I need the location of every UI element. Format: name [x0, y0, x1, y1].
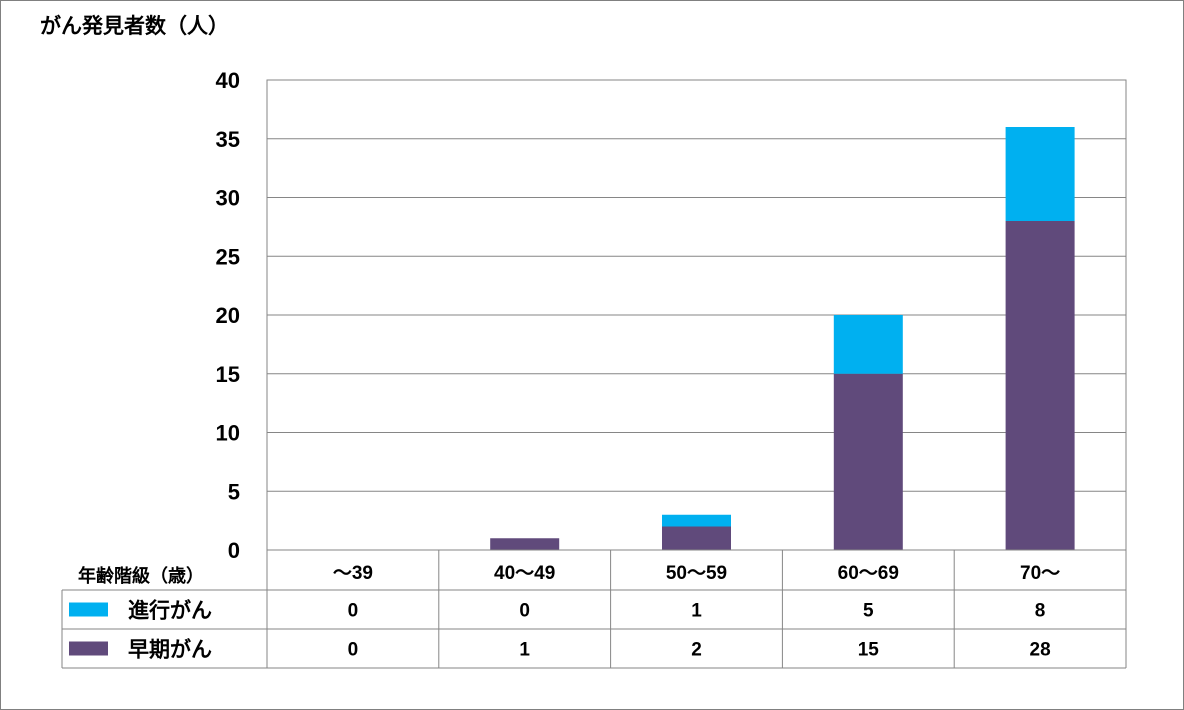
y-tick-label: 20	[216, 303, 240, 328]
legend-swatch-advanced	[69, 602, 108, 617]
table-value: 0	[348, 640, 359, 661]
legend-label-early: 早期がん	[128, 638, 212, 662]
bar-early-2	[662, 526, 731, 550]
y-tick-label: 15	[216, 362, 240, 387]
table-value: 8	[1035, 601, 1046, 622]
x-axis-title: 年齢階級（歳）	[78, 565, 204, 587]
bar-advanced-2	[662, 514, 731, 527]
x-category-label: 50～59	[666, 563, 727, 584]
y-tick-label: 40	[216, 68, 240, 93]
bar-early-1	[490, 538, 560, 550]
table-value: 28	[1030, 640, 1051, 661]
table-value: 15	[858, 640, 880, 661]
x-category-label: ～39	[333, 563, 373, 584]
bar-advanced-4	[1005, 127, 1075, 221]
y-tick-label: 5	[228, 479, 240, 504]
y-tick-labels: 0 5 10 15 20 25 30 35 40	[216, 68, 240, 563]
y-tick-label: 0	[228, 538, 240, 563]
table-value: 1	[519, 640, 530, 661]
x-category-label: 60～69	[838, 563, 899, 584]
table-value: 0	[348, 601, 359, 622]
bars	[490, 127, 1075, 550]
y-axis-title: がん発見者数（人）	[40, 14, 229, 38]
y-tick-label: 30	[216, 186, 240, 211]
bar-early-3	[833, 373, 903, 550]
gridlines	[266, 79, 1127, 551]
table-value: 2	[691, 640, 702, 661]
bar-advanced-3	[833, 315, 903, 374]
legend-swatch-early	[69, 641, 108, 656]
legend-label-advanced: 進行がん	[128, 599, 212, 623]
table-value: 5	[863, 601, 874, 622]
x-category-label: 70～	[1020, 563, 1060, 584]
y-tick-label: 35	[216, 127, 240, 152]
y-tick-label: 10	[216, 421, 240, 446]
table-value: 0	[519, 601, 530, 622]
bar-early-4	[1005, 221, 1075, 550]
table-value: 1	[691, 601, 702, 622]
x-category-label: 40～49	[494, 563, 555, 584]
y-tick-label: 25	[216, 244, 240, 269]
